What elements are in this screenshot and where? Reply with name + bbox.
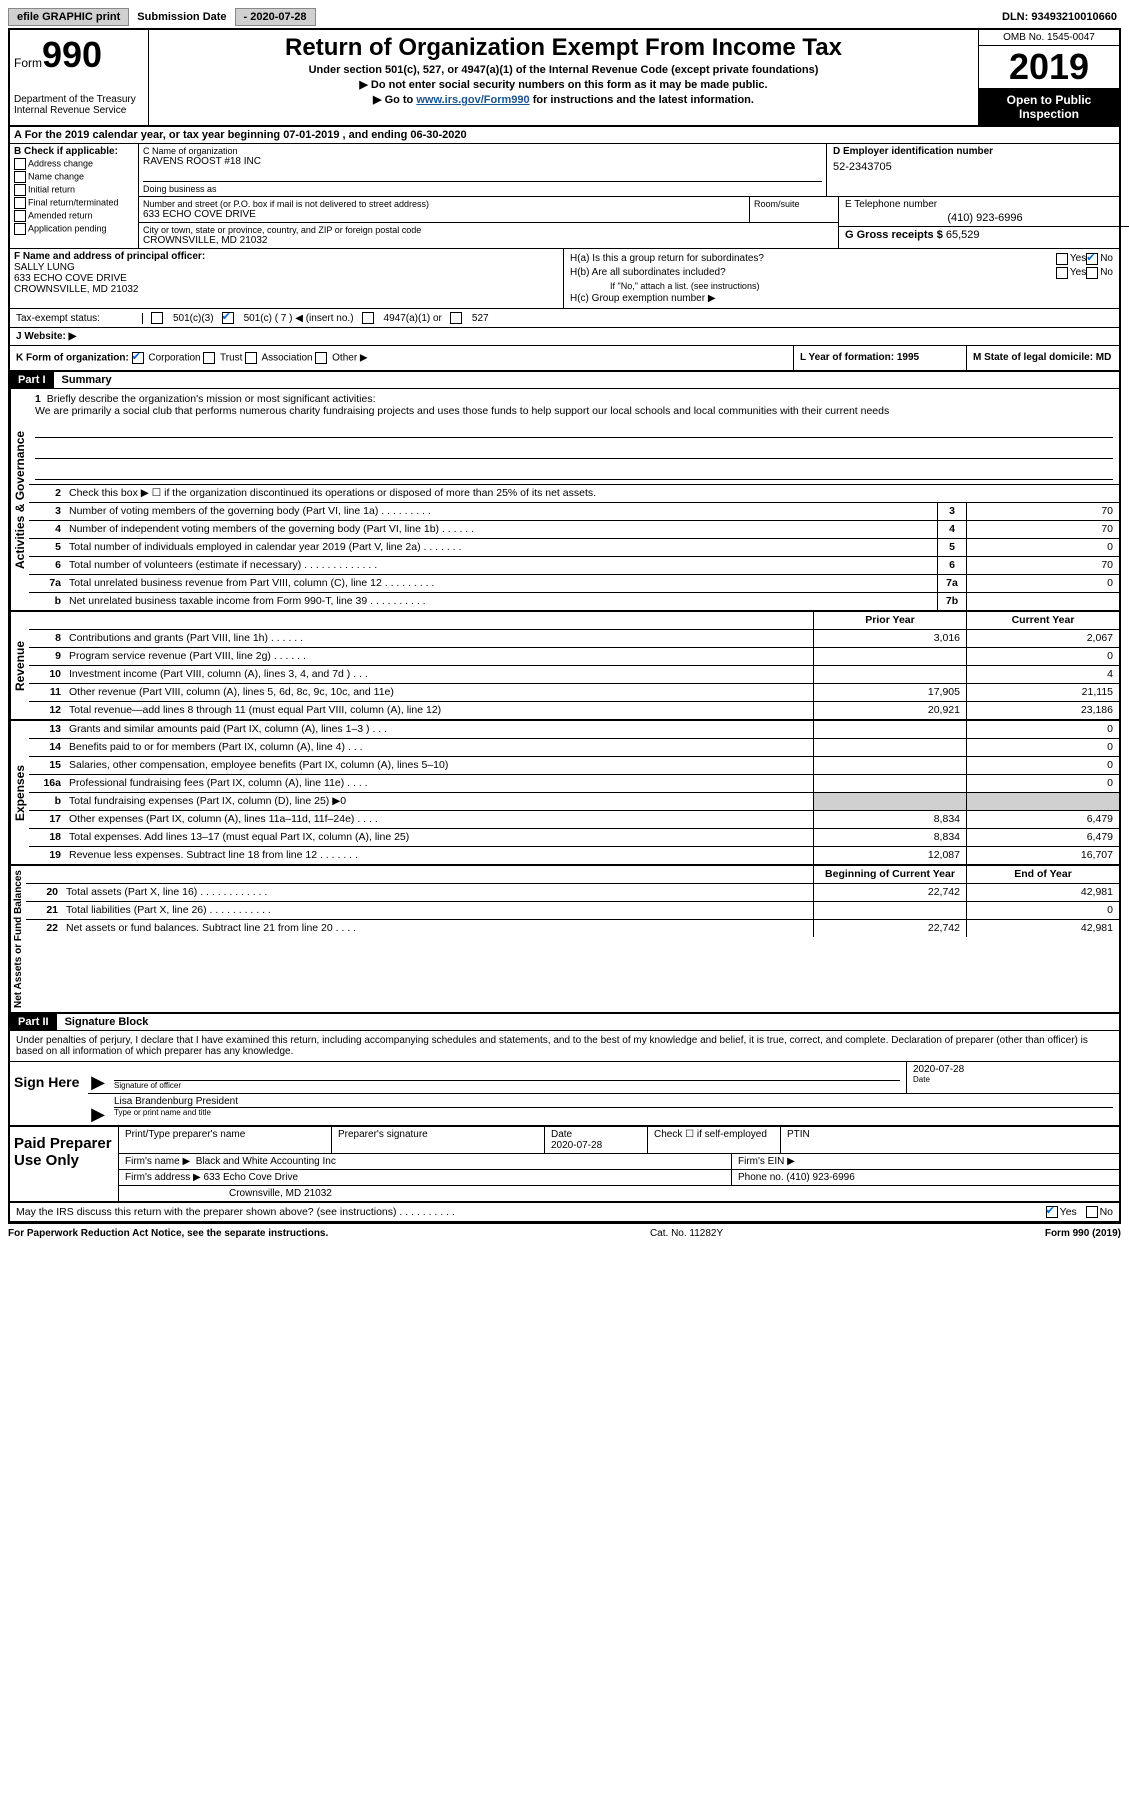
topbar: efile GRAPHIC print Submission Date - 20… <box>8 8 1121 26</box>
department: Department of the Treasury Internal Reve… <box>14 94 144 116</box>
checkbox[interactable] <box>1086 253 1098 265</box>
form-title: Return of Organization Exempt From Incom… <box>153 34 974 62</box>
subtitle-2: ▶ Do not enter social security numbers o… <box>153 78 974 91</box>
goto-line: ▶ Go to www.irs.gov/Form990 for instruct… <box>153 93 974 106</box>
city-cell: City or town, state or province, country… <box>139 223 838 248</box>
checkbox[interactable] <box>1056 253 1068 265</box>
checkbox[interactable] <box>14 210 26 222</box>
checkbox[interactable] <box>1056 267 1068 279</box>
tax-year: 2019 <box>979 46 1119 89</box>
part1-header: Part I Summary <box>10 372 1119 389</box>
side-netassets: Net Assets or Fund Balances <box>10 866 26 1012</box>
discuss-row: May the IRS discuss this return with the… <box>10 1203 1119 1222</box>
room-cell: Room/suite <box>750 197 838 222</box>
instructions-link[interactable]: www.irs.gov/Form990 <box>416 94 529 106</box>
subtitle-1: Under section 501(c), 527, or 4947(a)(1)… <box>153 64 974 76</box>
telephone-cell: E Telephone number (410) 923-6996 <box>839 197 1129 227</box>
side-governance: Activities & Governance <box>10 389 29 610</box>
box-h: H(a) Is this a group return for subordin… <box>564 249 1119 308</box>
checkbox[interactable] <box>315 352 327 364</box>
checkbox[interactable] <box>14 184 26 196</box>
checkbox[interactable] <box>1086 267 1098 279</box>
open-inspection: Open to Public Inspection <box>979 89 1119 125</box>
efile-button[interactable]: efile GRAPHIC print <box>8 8 129 26</box>
omb-number: OMB No. 1545-0047 <box>979 30 1119 46</box>
checkbox[interactable] <box>151 312 163 324</box>
checkbox[interactable] <box>203 352 215 364</box>
checkbox[interactable] <box>450 312 462 324</box>
tax-exempt-row: Tax-exempt status: 501(c)(3) 501(c) ( 7 … <box>10 309 1119 328</box>
ein-value: 52-2343705 <box>833 161 1113 173</box>
sign-here-block: Sign Here ▶ Signature of officer 2020-07… <box>10 1062 1119 1127</box>
checkbox[interactable] <box>14 223 26 235</box>
form-container: Form990 Department of the Treasury Inter… <box>8 28 1121 1224</box>
page-footer: For Paperwork Reduction Act Notice, see … <box>8 1224 1121 1239</box>
dln: DLN: 93493210010660 <box>998 9 1121 25</box>
form-label: Form <box>14 56 42 70</box>
submission-label: Submission Date <box>133 9 230 25</box>
website-row: J Website: ▶ <box>10 328 1119 346</box>
checkbox[interactable] <box>222 312 234 324</box>
checkbox[interactable] <box>14 171 26 183</box>
org-name: RAVENS ROOST #18 INC <box>143 156 822 167</box>
checkbox[interactable] <box>14 158 26 170</box>
side-expenses: Expenses <box>10 721 29 864</box>
mission-block: 1 Briefly describe the organization's mi… <box>29 389 1119 485</box>
ein-cell: D Employer identification number 52-2343… <box>827 144 1119 196</box>
form-number: 990 <box>42 34 102 75</box>
part2-header: Part II Signature Block <box>10 1014 1119 1031</box>
gross-receipts: G Gross receipts $ 65,529 <box>839 227 1129 243</box>
checkbox[interactable] <box>245 352 257 364</box>
box-b: B Check if applicable: Address change Na… <box>10 144 139 248</box>
submission-date: - 2020-07-28 <box>235 8 316 26</box>
checkbox[interactable] <box>132 352 144 364</box>
box-l: L Year of formation: 1995 <box>794 346 967 370</box>
side-revenue: Revenue <box>10 612 29 719</box>
checkbox[interactable] <box>1046 1206 1058 1218</box>
box-f: F Name and address of principal officer:… <box>10 249 564 308</box>
paid-preparer-block: Paid Preparer Use Only Print/Type prepar… <box>10 1127 1119 1203</box>
checkbox[interactable] <box>1086 1206 1098 1218</box>
checkbox[interactable] <box>14 197 26 209</box>
signature-intro: Under penalties of perjury, I declare th… <box>10 1031 1119 1062</box>
section-a: A For the 2019 calendar year, or tax yea… <box>10 127 1119 144</box>
street-cell: Number and street (or P.O. box if mail i… <box>139 197 750 222</box>
box-k: K Form of organization: Corporation Trus… <box>10 346 794 370</box>
checkbox[interactable] <box>362 312 374 324</box>
org-name-cell: C Name of organization RAVENS ROOST #18 … <box>139 144 827 196</box>
box-m: M State of legal domicile: MD <box>967 346 1119 370</box>
form-header: Form990 Department of the Treasury Inter… <box>10 30 1119 127</box>
